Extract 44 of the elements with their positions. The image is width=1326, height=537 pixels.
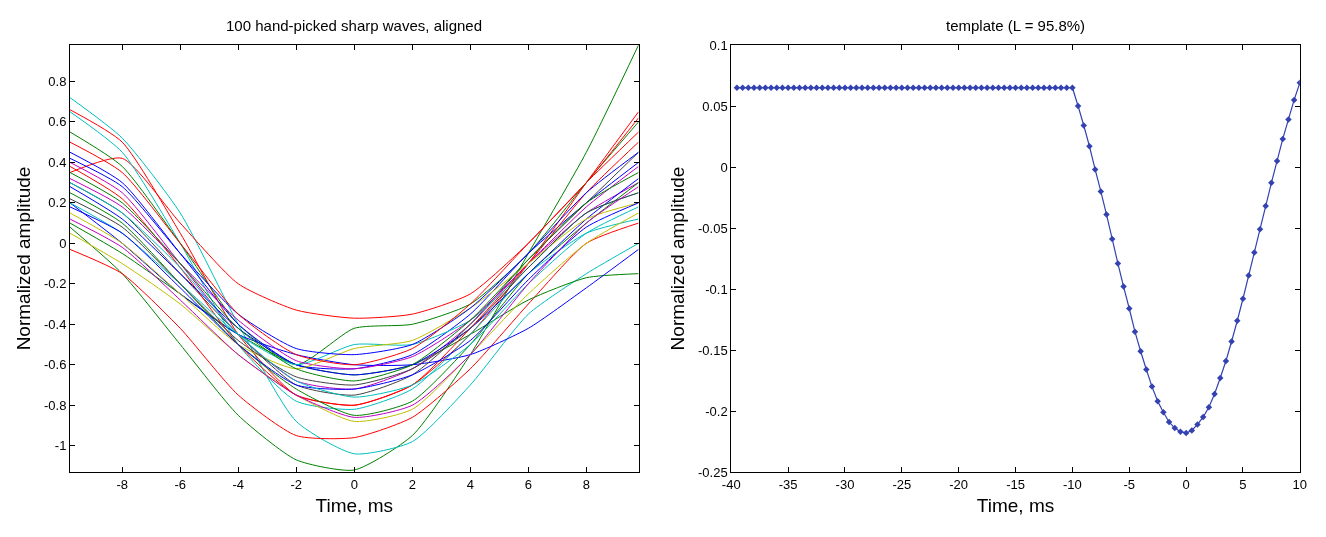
x-tick-label: -2 xyxy=(290,476,303,492)
y-tick-label: -0.8 xyxy=(43,397,67,413)
y-axis-title: Normalized amplitude xyxy=(12,166,34,351)
x-tick-label: 10 xyxy=(1292,476,1308,492)
y-tick-label: 0.8 xyxy=(48,73,67,89)
x-tick-label: -35 xyxy=(778,476,798,492)
y-tick-label: -0.05 xyxy=(698,220,728,236)
x-tick-label: 4 xyxy=(466,476,474,492)
y-tick-label: -0.4 xyxy=(43,316,67,332)
y-tick-label: 0.05 xyxy=(702,98,728,114)
x-tick-label: -5 xyxy=(1123,476,1136,492)
y-axis-title: Normalized amplitude xyxy=(666,166,688,351)
x-tick-label: 2 xyxy=(408,476,416,492)
y-tick-label: -0.15 xyxy=(698,342,728,358)
chart-title: template (L = 95.8%) xyxy=(946,17,1086,34)
x-tick-label: 6 xyxy=(524,476,532,492)
y-tick-label: -0.2 xyxy=(43,276,67,292)
x-tick-label: -4 xyxy=(232,476,245,492)
x-tick-label: 0 xyxy=(1182,476,1190,492)
x-tick-label: -6 xyxy=(174,476,187,492)
x-tick-label: -20 xyxy=(949,476,969,492)
x-tick-label: -15 xyxy=(1006,476,1025,492)
y-tick-label: 0.2 xyxy=(48,195,67,211)
x-tick-label: -25 xyxy=(892,476,912,492)
line-series xyxy=(70,45,639,471)
y-tick-label: -0.6 xyxy=(43,357,67,373)
x-tick-label: 5 xyxy=(1239,476,1247,492)
x-tick-label: -10 xyxy=(1063,476,1082,492)
x-tick-label: -8 xyxy=(116,476,128,492)
x-tick-label: 8 xyxy=(582,476,590,492)
y-tick-label: -1 xyxy=(54,438,67,454)
y-tick-label: 0.4 xyxy=(48,154,67,170)
y-tick-label: 0 xyxy=(59,235,67,251)
chart-title: 100 hand-picked sharp waves, aligned xyxy=(226,17,483,34)
y-tick-label: 0.1 xyxy=(709,37,728,53)
x-axis-title: Time, ms xyxy=(976,495,1055,517)
y-tick-label: 0.6 xyxy=(48,114,67,130)
x-tick-label: -30 xyxy=(835,476,855,492)
y-tick-label: -0.1 xyxy=(705,281,728,297)
y-tick-label: -0.2 xyxy=(705,403,728,419)
x-axis-title: Time, ms xyxy=(315,495,393,517)
y-tick-label: 0 xyxy=(720,159,728,175)
x-tick-label: 0 xyxy=(350,476,358,492)
line-series xyxy=(70,97,639,455)
